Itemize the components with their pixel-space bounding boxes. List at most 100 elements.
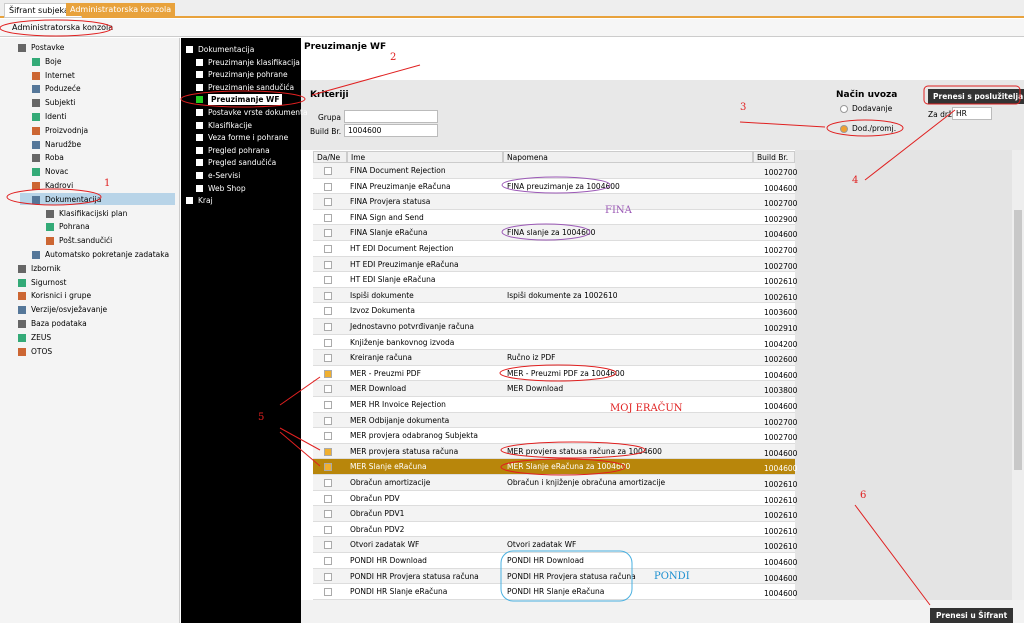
checkbox[interactable]: [324, 401, 332, 409]
table-row[interactable]: [313, 584, 795, 600]
checkbox[interactable]: [324, 494, 332, 503]
tree-item[interactable]: Korisnici i grupe: [31, 291, 92, 301]
checkbox[interactable]: [324, 447, 332, 456]
checkbox[interactable]: [324, 260, 332, 269]
tree-item[interactable]: Izbornik: [31, 263, 61, 273]
table-row[interactable]: [313, 287, 795, 304]
table-row[interactable]: [313, 225, 795, 241]
checkbox[interactable]: [324, 572, 332, 581]
table-row[interactable]: [313, 303, 795, 319]
checkbox[interactable]: [324, 338, 332, 347]
button[interactable]: Prenesi u Šifrant: [930, 608, 1014, 623]
checkbox[interactable]: [324, 525, 332, 534]
checkbox[interactable]: [324, 167, 332, 175]
tree-item[interactable]: Verzije/osvježavanje: [31, 305, 108, 315]
checkbox[interactable]: [324, 291, 332, 300]
table-row[interactable]: [313, 537, 795, 553]
tree-item[interactable]: Postavke vrste dokumenta: [208, 108, 308, 117]
tree-item[interactable]: Baza podataka: [31, 319, 87, 328]
tree-item[interactable]: Veza forme i pohrane: [208, 133, 289, 143]
tree-item[interactable]: Pregled pohrana: [208, 145, 270, 155]
tab[interactable]: Šifrant subjekata: [4, 3, 82, 18]
table-row[interactable]: [313, 412, 795, 429]
checkbox[interactable]: [324, 198, 332, 207]
checkbox[interactable]: [324, 541, 332, 550]
tree-item[interactable]: Poduzeće: [45, 84, 81, 94]
tree-item[interactable]: Kraj: [198, 196, 213, 206]
radio[interactable]: [840, 105, 848, 113]
checkbox[interactable]: [324, 385, 332, 394]
dropdown[interactable]: [344, 110, 438, 123]
table-row[interactable]: [313, 475, 795, 491]
table-row[interactable]: [313, 241, 795, 257]
table-row[interactable]: [313, 319, 795, 335]
table-row[interactable]: [313, 490, 795, 507]
tree-item[interactable]: Sigurnost: [31, 277, 67, 287]
checkbox[interactable]: [324, 182, 332, 191]
tree-item[interactable]: Klasifikacije: [208, 120, 253, 130]
checkbox[interactable]: [324, 432, 332, 441]
checkbox[interactable]: [324, 479, 332, 487]
tree-item[interactable]: Roba: [45, 153, 64, 163]
tree-item[interactable]: Preuzimanje sandučića: [208, 82, 295, 92]
checkbox[interactable]: [324, 369, 332, 378]
tree-item[interactable]: Kadrovi: [45, 181, 74, 190]
tree-item[interactable]: Novac: [45, 167, 69, 177]
checkbox[interactable]: [324, 557, 332, 565]
tree-item[interactable]: OTOS: [31, 346, 53, 356]
table-row[interactable]: [313, 397, 795, 413]
checkbox[interactable]: [324, 463, 332, 472]
radio-label[interactable]: Dodavanje: [852, 104, 893, 113]
tree-item[interactable]: Pohrana: [59, 222, 90, 232]
tree-item[interactable]: Pošt.sandučići: [59, 236, 113, 246]
tree-item[interactable]: Web Shop: [208, 183, 246, 193]
table-row[interactable]: [313, 194, 795, 210]
checkbox[interactable]: [324, 245, 332, 253]
checkbox[interactable]: [324, 307, 332, 316]
tree-item[interactable]: Identi: [45, 112, 67, 121]
checkbox[interactable]: [324, 588, 332, 597]
cell: 1004600: [764, 573, 798, 583]
table-row[interactable]: [313, 568, 795, 585]
tree-item[interactable]: Pregled sandučića: [208, 158, 277, 168]
tree-item[interactable]: Boje: [45, 56, 62, 66]
checkbox[interactable]: [324, 229, 332, 238]
tree-item[interactable]: Internet: [45, 70, 75, 80]
checkbox[interactable]: [324, 276, 332, 285]
checkbox[interactable]: [324, 510, 332, 519]
table-row[interactable]: [313, 521, 795, 538]
table-row[interactable]: [313, 506, 795, 522]
radio-label[interactable]: Dod./promj.: [852, 124, 897, 133]
tree-item[interactable]: Postavke: [31, 43, 65, 52]
tree-item[interactable]: Preuzimanje WF: [208, 94, 283, 106]
checkbox[interactable]: [324, 323, 332, 331]
tree-item[interactable]: Subjekti: [45, 98, 76, 108]
table-row[interactable]: [313, 334, 795, 351]
dropdown[interactable]: HR: [952, 107, 992, 120]
tree-item[interactable]: e-Servisi: [208, 171, 241, 180]
tree-item[interactable]: Dokumentacija: [198, 45, 255, 54]
table-row[interactable]: [313, 272, 795, 288]
table-row[interactable]: [313, 209, 795, 226]
tree-item[interactable]: Proizvodnja: [45, 125, 89, 135]
tree-item[interactable]: Dokumentacija: [45, 194, 102, 204]
tab[interactable]: Administratorska konzola: [66, 3, 176, 16]
table-row[interactable]: [313, 178, 795, 195]
input[interactable]: 1004600: [344, 124, 438, 137]
checkbox[interactable]: [324, 354, 332, 363]
checkbox[interactable]: [324, 213, 332, 222]
tree-item[interactable]: Preuzimanje klasifikacija: [208, 57, 300, 67]
button[interactable]: Prenesi s poslužitelja: [928, 89, 1024, 104]
table-row[interactable]: [313, 163, 795, 179]
tree-item[interactable]: Klasifikacijski plan: [59, 208, 128, 218]
tree-item[interactable]: Automatsko pokretanje zadataka: [45, 250, 170, 259]
table-row[interactable]: [313, 256, 795, 273]
table-row[interactable]: [313, 553, 795, 569]
checkbox[interactable]: [324, 416, 332, 425]
table-row[interactable]: [313, 428, 795, 444]
tree-item[interactable]: Preuzimanje pohrane: [208, 70, 288, 80]
tree-item[interactable]: Narudžbe: [45, 139, 82, 149]
tree-item[interactable]: ZEUS: [31, 332, 52, 342]
table-row[interactable]: [313, 381, 795, 397]
radio[interactable]: [840, 125, 848, 133]
